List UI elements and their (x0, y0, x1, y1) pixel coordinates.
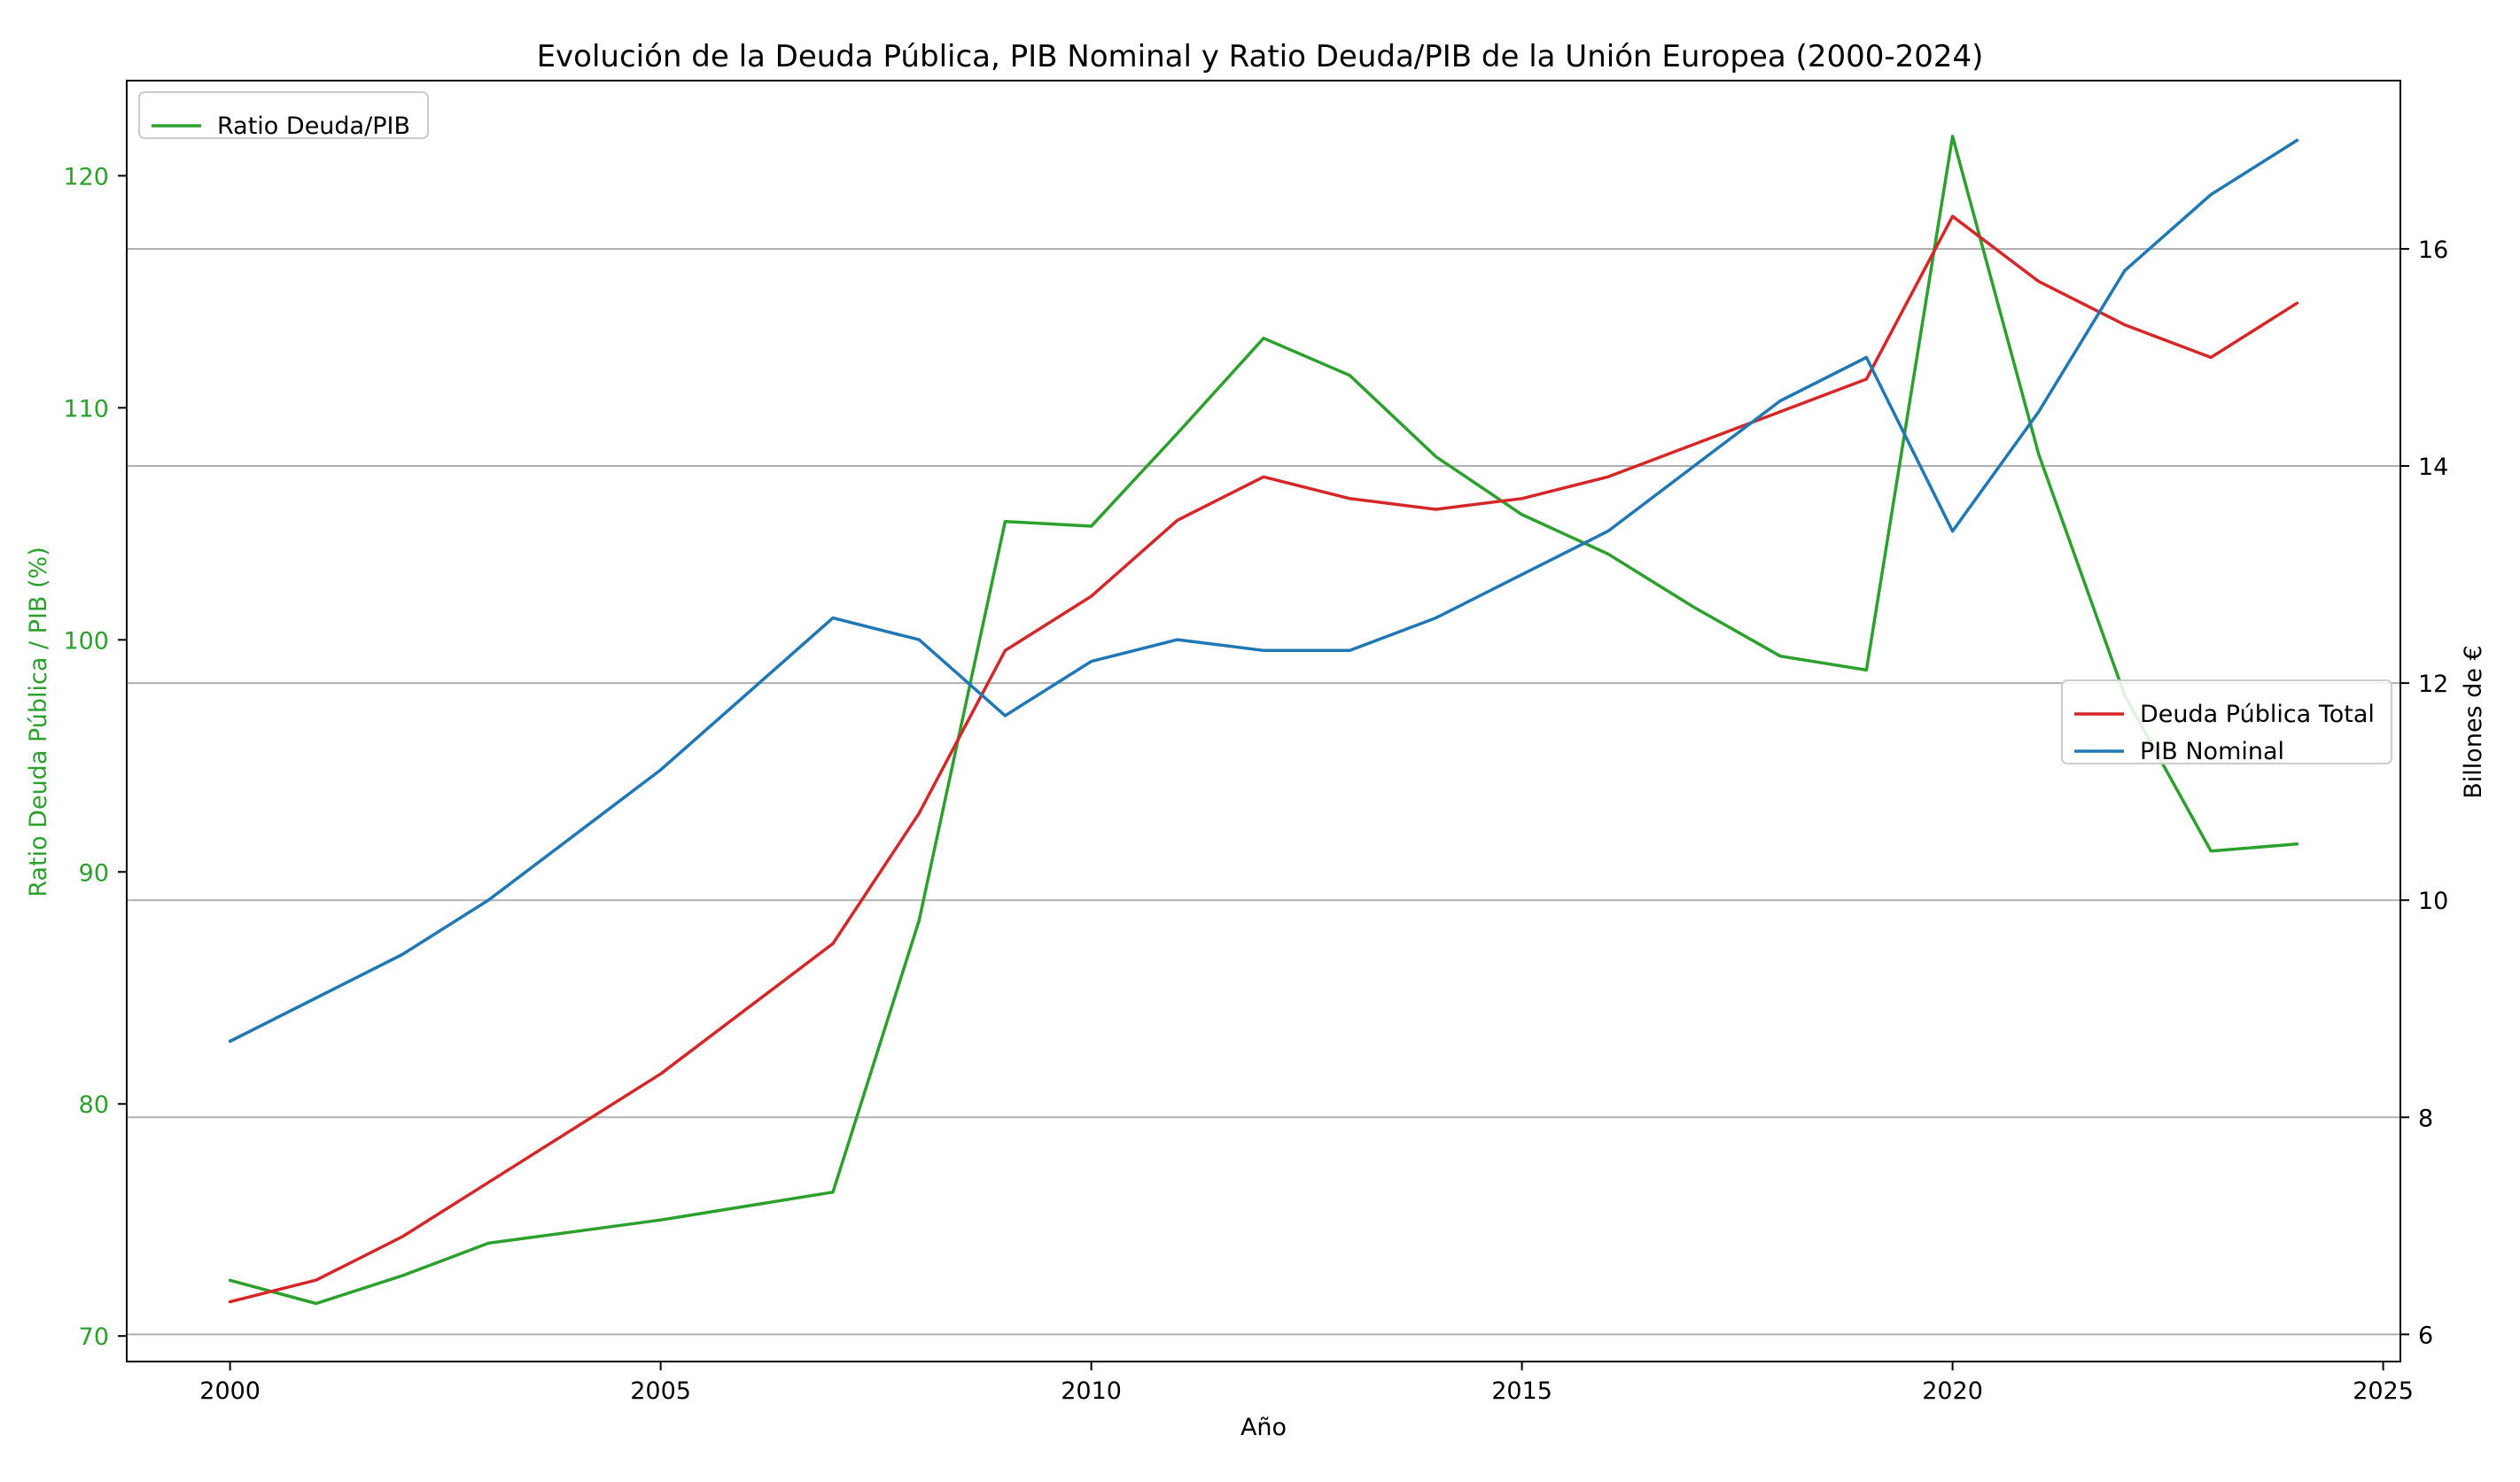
y-right-tick-label-5: 16 (2418, 237, 2448, 264)
y-left-tick-label-4: 110 (63, 395, 109, 423)
x-tick-label-5: 2025 (2353, 1377, 2414, 1405)
legend-label-1: PIB Nominal (2140, 738, 2284, 765)
series-lines (228, 135, 2299, 1306)
y-right-tick-label-4: 14 (2418, 454, 2448, 481)
y-axis-right-label: Billones de € (2460, 645, 2487, 798)
grid-lines (127, 247, 2400, 1336)
x-tick-label-2: 2010 (1061, 1377, 1122, 1405)
y-right-tick-label-1: 8 (2418, 1105, 2433, 1132)
y-right-tick-label-3: 12 (2418, 671, 2448, 698)
y-left-tick-label-2: 90 (79, 859, 109, 887)
legend-frame (138, 91, 429, 139)
series-line-pib-nominal (228, 138, 2299, 1044)
y-left-tick-label-3: 100 (63, 627, 109, 655)
x-axis-label: Año (1241, 1414, 1287, 1441)
y-right-tick-label-2: 10 (2418, 888, 2448, 915)
x-tick-label-3: 2015 (1491, 1377, 1552, 1405)
x-tick-label-1: 2005 (630, 1377, 691, 1405)
legend-debt-gdp: Deuda Pública Total PIB Nominal (2061, 679, 2392, 765)
y-left-tick-label-0: 70 (79, 1323, 109, 1351)
chart-title: Evolución de la Deuda Pública, PIB Nomin… (537, 39, 1984, 74)
y-axis-left-label: Ratio Deuda Pública / PIB (%) (25, 547, 52, 896)
y-left-tick-label-5: 120 (63, 163, 109, 190)
legend-label-0: Deuda Pública Total (2140, 701, 2375, 728)
legend-ratio: Ratio Deuda/PIB (138, 91, 429, 140)
x-tick-label-4: 2020 (1922, 1377, 1983, 1405)
series-line-deuda-p-blica-total (228, 214, 2299, 1304)
y-right-tick-label-0: 6 (2418, 1322, 2433, 1349)
x-tick-label-0: 2000 (199, 1377, 261, 1405)
y-axis-left: 70 80 90 100 110 120 (63, 163, 127, 1351)
y-axis-right: 6 8 10 12 14 16 (2400, 237, 2448, 1349)
x-axis: 2000 2005 2010 2015 2020 2025 (199, 1362, 2414, 1405)
legend-label-0: Ratio Deuda/PIB (217, 113, 410, 140)
y-left-tick-label-1: 80 (79, 1091, 109, 1119)
legend-frame (2061, 679, 2392, 764)
plot-frame (126, 80, 2401, 1362)
series-line-ratio-deuda-pib (228, 135, 2299, 1306)
